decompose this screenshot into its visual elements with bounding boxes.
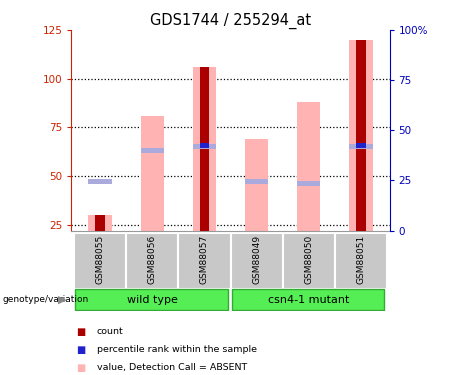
Bar bbox=[141, 116, 164, 231]
Bar bbox=[283, 232, 335, 289]
Text: wild type: wild type bbox=[127, 295, 178, 304]
Bar bbox=[89, 180, 112, 184]
Text: ▶: ▶ bbox=[58, 295, 66, 305]
Bar bbox=[141, 148, 164, 153]
Bar bbox=[75, 289, 228, 310]
Text: count: count bbox=[97, 327, 124, 336]
Bar bbox=[230, 232, 283, 289]
Bar bbox=[356, 144, 366, 148]
Text: percentile rank within the sample: percentile rank within the sample bbox=[97, 345, 257, 354]
Bar bbox=[126, 232, 178, 289]
Bar bbox=[95, 215, 105, 231]
Bar bbox=[245, 180, 268, 184]
Text: GDS1744 / 255294_at: GDS1744 / 255294_at bbox=[150, 13, 311, 29]
Text: GSM88055: GSM88055 bbox=[95, 235, 105, 284]
Text: ■: ■ bbox=[76, 327, 85, 337]
Text: GSM88050: GSM88050 bbox=[304, 235, 313, 284]
Bar bbox=[297, 102, 320, 231]
Text: genotype/variation: genotype/variation bbox=[2, 296, 89, 304]
Text: GSM88056: GSM88056 bbox=[148, 235, 157, 284]
Bar bbox=[74, 232, 126, 289]
Text: GSM88049: GSM88049 bbox=[252, 235, 261, 284]
Bar bbox=[178, 232, 230, 289]
Bar bbox=[193, 67, 216, 231]
Text: GSM88051: GSM88051 bbox=[356, 235, 366, 284]
Bar bbox=[200, 67, 209, 231]
Text: ■: ■ bbox=[76, 363, 85, 373]
Bar bbox=[231, 289, 384, 310]
Bar bbox=[200, 144, 209, 148]
Bar bbox=[349, 40, 372, 231]
Bar bbox=[89, 215, 112, 231]
Text: value, Detection Call = ABSENT: value, Detection Call = ABSENT bbox=[97, 363, 247, 372]
Bar bbox=[349, 144, 372, 149]
Bar bbox=[193, 144, 216, 149]
Text: csn4-1 mutant: csn4-1 mutant bbox=[268, 295, 349, 304]
Bar bbox=[297, 182, 320, 186]
Bar bbox=[356, 40, 366, 231]
Bar bbox=[245, 139, 268, 231]
Bar bbox=[335, 232, 387, 289]
Text: GSM88057: GSM88057 bbox=[200, 235, 209, 284]
Text: ■: ■ bbox=[76, 345, 85, 355]
